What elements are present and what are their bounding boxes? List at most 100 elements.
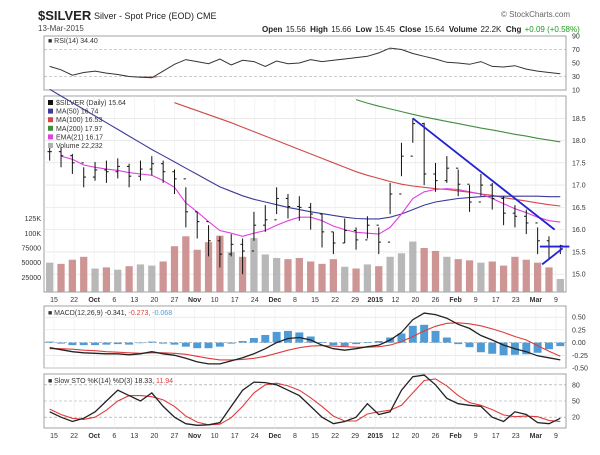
legend-ma50: MA(50) 16.74 (56, 109, 99, 116)
volume-bar (431, 250, 440, 292)
volume-bar (227, 252, 235, 292)
price-x-tick: 24 (251, 297, 259, 304)
macd-legend-signal-value: -0.273, (129, 310, 153, 317)
price-x-tick: 26 (432, 297, 440, 304)
sto-legend: ■ Slow STO %K(14) %D(3) 18.33, 11.94 (48, 378, 173, 385)
rsi-line (49, 47, 561, 79)
macd-histogram-bar (102, 342, 111, 345)
macd-axis-label: 0.50 (572, 315, 586, 322)
macd-histogram-bar (556, 342, 565, 347)
macd-histogram-bar (431, 330, 440, 343)
sto-x-tick: Nov (188, 433, 201, 440)
price-x-tick: 9 (554, 297, 558, 304)
rsi-axis-label: 90 (572, 34, 580, 41)
legend-swatch-symbol (48, 100, 53, 105)
macd-histogram-bar (45, 341, 54, 343)
volume-bar (193, 249, 201, 292)
macd-axis-label: 0.25 (572, 327, 586, 334)
macd-histogram-bar (147, 341, 156, 343)
legend-symbol: $SILVER (Daily) 15.64 (56, 100, 126, 107)
sto-axis-label: 20 (572, 415, 580, 422)
macd-histogram-bar (249, 338, 258, 343)
chg-label: Chg (505, 25, 522, 34)
ma50-line (49, 88, 561, 220)
macd-histogram-bar (136, 342, 145, 344)
macd-axis-label: -0.50 (572, 366, 588, 373)
volume-bar (159, 261, 167, 292)
sto-x-tick: Dec (268, 433, 281, 440)
volume-bar (397, 253, 406, 292)
macd-axis-label: -0.25 (572, 353, 588, 360)
macd-histogram-bar (465, 342, 474, 348)
price-x-tick: 15 (311, 297, 319, 304)
price-x-tick: 27 (171, 297, 179, 304)
volume-bar (307, 261, 315, 292)
macd-histogram-bar (545, 342, 553, 350)
exchange-text: CME (196, 11, 217, 21)
volume-bar (386, 256, 394, 292)
volume-bar (250, 238, 258, 292)
macd-histogram-bar (284, 330, 292, 343)
panel-frame (43, 95, 567, 293)
sto-x-tick: 17 (231, 433, 239, 440)
sto-x-tick: 9 (474, 433, 478, 440)
rsi-axis-label: 70 (572, 47, 580, 54)
price-x-tick: 29 (351, 297, 359, 304)
volume-bar (170, 246, 179, 292)
price-axis-label: 15.5 (572, 249, 586, 256)
close-label: Close (399, 25, 422, 34)
volume-bar (522, 259, 530, 292)
macd-histogram-bar (374, 341, 383, 343)
volume-bar (114, 269, 122, 292)
macd-histogram-bar (363, 342, 372, 343)
macd-legend: ■ MACD(12,26,9) -0.341, -0.273, -0.068 (48, 310, 172, 317)
price-axis-label: 15.0 (572, 272, 586, 279)
price-x-tick: 23 (512, 297, 520, 304)
volume-axis-label: 100K (25, 231, 42, 238)
volume-bar (284, 259, 292, 292)
volume-bar (68, 259, 77, 292)
price-x-tick: 20 (151, 297, 159, 304)
chart-date: 13-Mar-2015 (38, 24, 84, 33)
price-x-tick: 10 (211, 297, 219, 304)
volume-bar (465, 260, 474, 292)
sto-x-tick: 22 (331, 433, 339, 440)
volume-axis-label: 50000 (22, 260, 42, 267)
rsi-axis-label: 10 (572, 88, 580, 95)
macd-histogram-bar (91, 342, 100, 346)
macd-histogram-bar (227, 342, 236, 344)
legend-ma200: MA(200) 17.97 (56, 126, 102, 133)
volume-bar (57, 263, 65, 292)
volume-axis-label: 125K (25, 216, 42, 223)
price-axis-label: 17.0 (572, 183, 586, 190)
price-x-tick: 13 (130, 297, 138, 304)
macd-histogram-bar (499, 342, 508, 356)
sto-x-tick: Oct (88, 433, 100, 440)
macd-axis-label: 0.00 (572, 340, 586, 347)
volume-bar (363, 264, 372, 292)
panel-frame (43, 305, 567, 369)
sto-x-tick: 12 (391, 433, 399, 440)
macd-histogram-bar (272, 331, 281, 343)
volume-bar (102, 267, 111, 292)
volume-label: Volume (448, 25, 478, 34)
rsi-axis-label: 50 (572, 61, 580, 68)
volume-bar (556, 278, 564, 292)
sto-x-tick: 23 (512, 433, 520, 440)
sto-x-tick: 20 (151, 433, 159, 440)
macd-line (49, 312, 561, 365)
volume-bar (318, 263, 326, 292)
legend-volume: Volume 22,232 (56, 143, 103, 150)
volume-bar (80, 256, 88, 292)
stockcharts-credit[interactable]: © StockCharts.com (500, 10, 570, 19)
open-label: Open (262, 25, 283, 34)
macd-histogram-bar (476, 342, 485, 353)
sto-d-line (49, 378, 561, 426)
sto-x-tick: 10 (211, 433, 219, 440)
legend-swatch-ma200 (48, 125, 53, 131)
price-x-tick: Feb (449, 297, 461, 304)
volume-bar (341, 266, 349, 292)
rsi-legend: ■ RSI(14) 34.40 (48, 38, 98, 45)
macd-histogram-bar (125, 342, 134, 345)
